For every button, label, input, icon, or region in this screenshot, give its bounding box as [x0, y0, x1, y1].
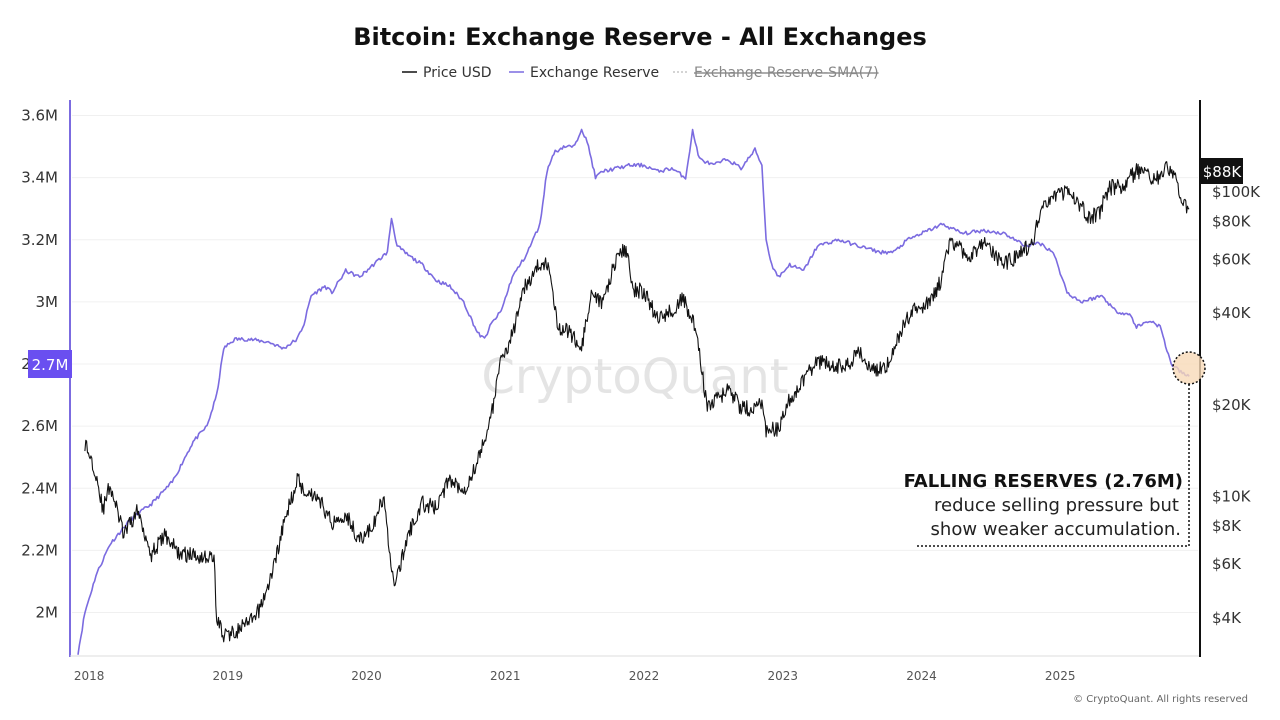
- left-tick-label: 3.4M: [21, 169, 58, 187]
- left-tick-label: 2M: [36, 604, 59, 622]
- right-tick-label: $4K: [1212, 609, 1242, 627]
- x-tick-label: 2019: [213, 669, 244, 683]
- right-tick-label: $80K: [1212, 212, 1252, 230]
- reserve-value-label: 2.7M: [32, 356, 69, 374]
- right-tick-label: $20K: [1212, 396, 1252, 414]
- right-tick-label: $100K: [1212, 183, 1261, 201]
- x-tick-label: 2018: [74, 669, 105, 683]
- right-tick-label: $60K: [1212, 250, 1252, 268]
- legend-item-reserve[interactable]: Exchange Reserve: [509, 65, 659, 81]
- annotation-leader-line: [915, 384, 1190, 547]
- right-tick-label: $40K: [1212, 304, 1252, 322]
- right-tick-label: $6K: [1212, 555, 1242, 573]
- price-value-label: $88K: [1203, 163, 1243, 181]
- x-tick-label: 2020: [351, 669, 382, 683]
- highlight-circle: [1172, 351, 1206, 385]
- annotation-line-2: show weaker accumulation.: [931, 519, 1181, 540]
- chart-title: Bitcoin: Exchange Reserve - All Exchange…: [353, 23, 927, 51]
- copyright: © CryptoQuant. All rights reserved: [1073, 694, 1248, 705]
- right-tick-label: $10K: [1212, 488, 1252, 506]
- annotation-line-1: reduce selling pressure but: [934, 495, 1179, 516]
- x-axis-ticks: 2018 2019 2020 2021 2022 2023 2024 2025: [74, 669, 1076, 683]
- reserve-value-badge: 2.7M: [28, 350, 72, 378]
- left-tick-label: 3.2M: [21, 231, 58, 249]
- x-tick-label: 2022: [629, 669, 660, 683]
- series-line-price-usd: [84, 161, 1190, 643]
- left-tick-label: 3.6M: [21, 107, 58, 125]
- left-tick-label: 2.2M: [21, 541, 58, 559]
- x-tick-label: 2024: [906, 669, 937, 683]
- left-tick-label: 3M: [36, 293, 59, 311]
- right-axis-ticks: $100K $80K $60K $40K $20K $10K $8K $6K $4K: [1212, 183, 1261, 627]
- x-tick-label: 2021: [490, 669, 521, 683]
- right-tick-label: $8K: [1212, 517, 1242, 535]
- legend: Price USD Exchange Reserve Exchange Rese…: [402, 65, 879, 81]
- series-line-exchange-reserve: [77, 128, 1190, 655]
- price-value-badge: $88K: [1201, 158, 1243, 184]
- annotation-title: FALLING RESERVES (2.76M): [904, 471, 1183, 492]
- annotation: FALLING RESERVES (2.76M) reduce selling …: [904, 471, 1183, 540]
- watermark: CryptoQuant: [481, 349, 788, 405]
- x-tick-label: 2023: [767, 669, 798, 683]
- legend-label-reserve: Exchange Reserve: [530, 65, 659, 81]
- legend-label-price: Price USD: [423, 65, 492, 81]
- legend-label-sma: Exchange Reserve-SMA(7): [694, 65, 879, 81]
- left-tick-label: 2.6M: [21, 417, 58, 435]
- x-tick-label: 2025: [1045, 669, 1076, 683]
- legend-item-sma[interactable]: Exchange Reserve-SMA(7): [673, 65, 879, 81]
- left-tick-label: 2.4M: [21, 479, 58, 497]
- legend-item-price[interactable]: Price USD: [402, 65, 492, 81]
